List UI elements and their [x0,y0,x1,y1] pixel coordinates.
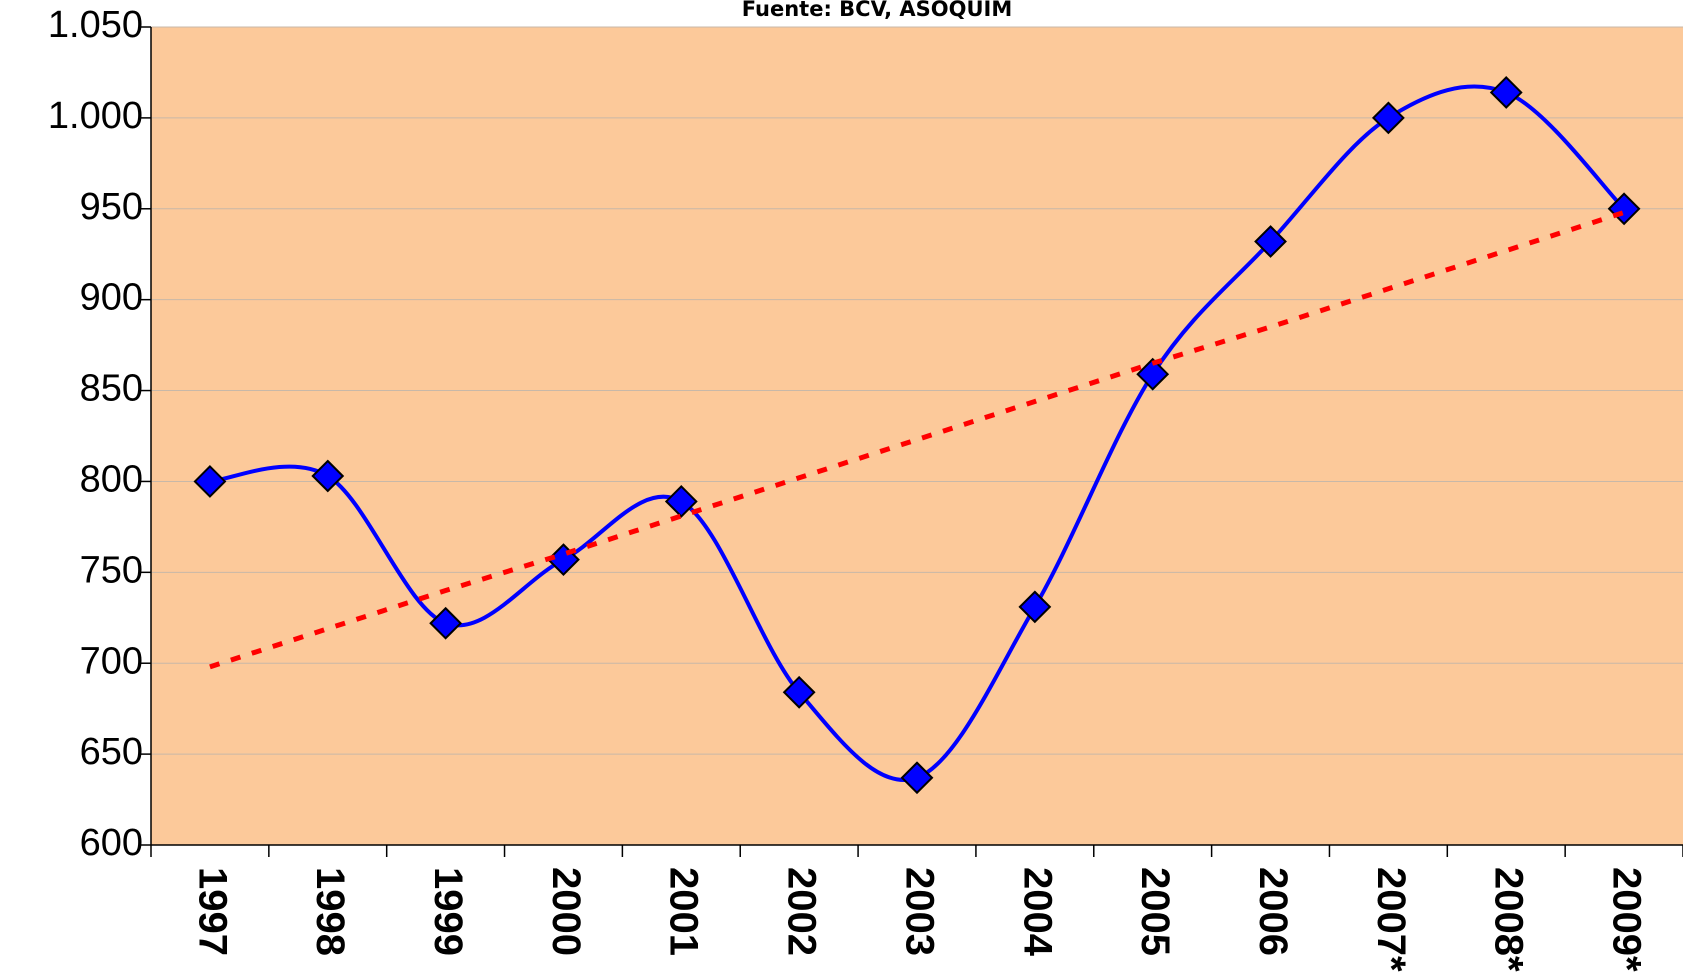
marker [429,606,463,640]
y-tick-label: 750 [80,549,143,591]
x-tick-label: 2005 [1133,867,1177,956]
y-tick-label: 1.000 [48,95,143,137]
x-tick-label: 2002 [780,867,824,956]
marker [193,465,227,498]
x-tick-label: 2006 [1251,867,1295,956]
x-tick-label: 2003 [897,867,941,956]
x-tick-label: 2004 [1015,867,1059,957]
y-tick-label: 700 [80,640,143,682]
y-tick-label: 650 [80,731,143,773]
chart-title: Fuente: BCV, ASOQUIM [742,0,1013,21]
marker [1371,101,1405,135]
x-tick-label: 2008* [1487,867,1531,972]
marker [664,485,698,518]
y-tick-label: 900 [80,277,143,319]
marker [1254,225,1287,258]
y-tick-label: 850 [80,368,143,410]
marker [1018,590,1052,624]
plot-area [151,27,1683,845]
y-tick-label: 1.050 [48,4,143,46]
marker [782,675,816,709]
marker [311,459,345,493]
x-tick-label: 2007* [1369,867,1413,972]
x-tick-label: 2000 [544,867,588,956]
x-tick-label: 1999 [426,867,470,956]
x-tick-label: 1998 [308,867,352,956]
marker [1489,76,1523,109]
y-tick-label: 600 [80,822,143,864]
x-tick-label: 1997 [190,867,234,956]
marker [1136,357,1170,391]
x-tick-label: 2001 [662,867,706,956]
marker [547,543,580,577]
x-tick-label: 2009* [1605,867,1649,972]
marker [900,761,934,795]
trend-line [209,210,1625,670]
y-tick-label: 950 [80,186,143,228]
y-tick-label: 800 [80,458,143,500]
